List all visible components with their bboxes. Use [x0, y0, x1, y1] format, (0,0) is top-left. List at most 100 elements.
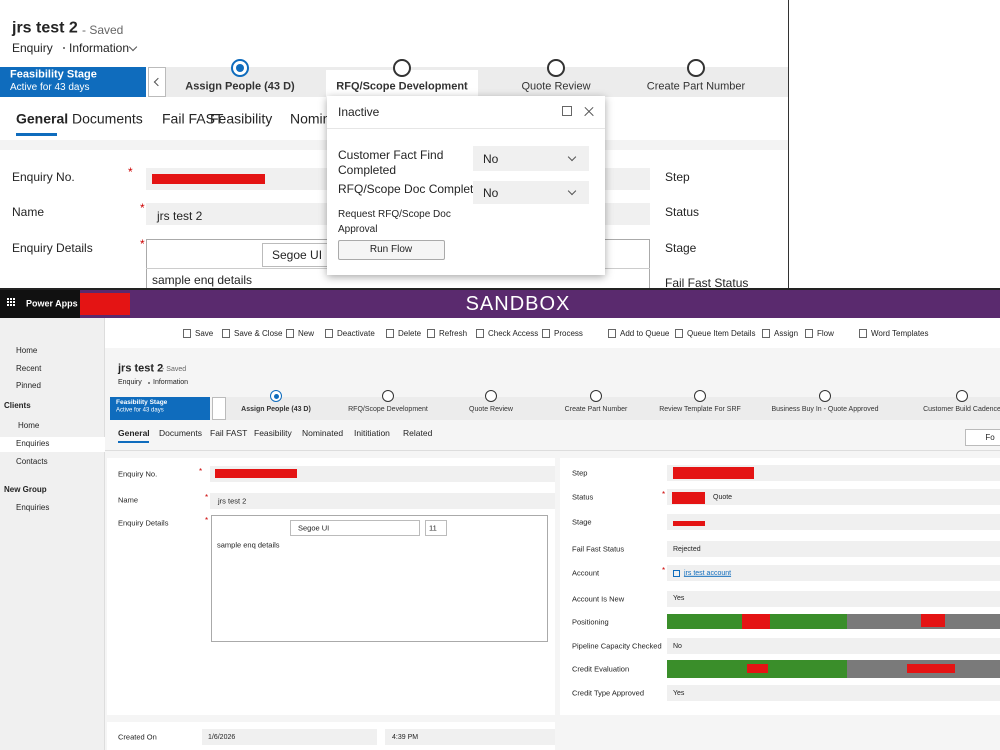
step-label[interactable]: Quote Review	[521, 80, 591, 93]
collapse-button[interactable]	[148, 67, 166, 97]
input	[202, 729, 377, 745]
step-circle[interactable]	[382, 390, 394, 402]
command-icon	[805, 329, 813, 338]
command-icon	[183, 329, 191, 338]
input	[667, 565, 1000, 581]
redaction	[907, 664, 955, 673]
step-circle[interactable]	[547, 59, 565, 77]
step-label[interactable]: Customer Build Cadence	[923, 405, 1000, 413]
command[interactable]: Queue Item Details	[687, 329, 756, 339]
step-circle[interactable]	[694, 390, 706, 402]
account-icon	[673, 570, 680, 577]
command[interactable]: Refresh	[439, 329, 468, 339]
command[interactable]: Delete	[398, 329, 422, 339]
field-label: Stage	[572, 517, 592, 527]
command[interactable]: Word Templates	[871, 329, 929, 339]
chevron	[128, 42, 138, 52]
step-label[interactable]: Create Part Number	[564, 405, 628, 413]
command[interactable]: Check Access	[488, 329, 539, 339]
redaction	[921, 614, 945, 627]
waffle-dot	[13, 304, 15, 306]
size-picker[interactable]	[425, 520, 447, 536]
expand-icon[interactable]	[562, 106, 572, 116]
nav-item[interactable]: Contacts	[16, 457, 48, 467]
step-circle[interactable]	[485, 390, 497, 402]
stage-duration: Active for 43 days	[116, 407, 164, 414]
command-icon	[675, 329, 683, 338]
required-mark: *	[140, 236, 145, 251]
step-label[interactable]: Assign People (43 D)	[241, 405, 311, 413]
nav-group: Clients	[4, 401, 31, 411]
step-circle[interactable]	[590, 390, 602, 402]
field-label: Stage	[665, 240, 697, 255]
command[interactable]: Flow	[817, 329, 834, 339]
font-name: Segoe UI	[272, 247, 323, 262]
tab[interactable]: Documents	[159, 427, 202, 438]
brand: Power Apps	[26, 298, 78, 309]
step-label[interactable]: Business Buy In - Quote Approved	[771, 405, 879, 413]
nav-item[interactable]: Pinned	[16, 381, 41, 391]
tab-underline	[118, 441, 149, 443]
nav-item[interactable]: Recent	[16, 364, 42, 374]
step-label[interactable]: RFQ/Scope Development	[336, 80, 468, 93]
step-circle[interactable]	[393, 59, 411, 77]
run-flow-button[interactable]	[338, 240, 445, 260]
command[interactable]: Save	[195, 329, 214, 339]
step-label[interactable]: Assign People (43 D)	[185, 80, 295, 93]
field-value: Quote	[713, 493, 733, 501]
input	[667, 638, 1000, 654]
field-value: jrs test 2	[157, 208, 203, 223]
command[interactable]: Deactivate	[337, 329, 375, 339]
step-label[interactable]: RFQ/Scope Development	[348, 405, 428, 413]
nav-item[interactable]: Home	[16, 346, 38, 356]
nav-item[interactable]: Enquiries	[16, 439, 50, 449]
form-selector[interactable]: Information	[153, 378, 189, 386]
field-value: No	[673, 642, 682, 650]
form-selector[interactable]: Information	[69, 40, 130, 55]
command-icon	[286, 329, 294, 338]
step-circle[interactable]	[819, 390, 831, 402]
required-mark: *	[205, 516, 209, 526]
nav-item[interactable]: Enquiries	[16, 503, 50, 513]
tab[interactable]: Feasibility	[210, 110, 273, 127]
flyout-title: Inactive	[338, 104, 380, 119]
record-title: jrs test 2	[12, 19, 78, 37]
required-mark: *	[199, 467, 203, 477]
command[interactable]: Add to Queue	[620, 329, 670, 339]
command[interactable]: New	[298, 329, 315, 339]
rich-editor	[211, 515, 548, 642]
tab[interactable]: Nominated	[302, 427, 344, 438]
tab[interactable]: Fail FAST	[162, 110, 224, 127]
command[interactable]: Process	[554, 329, 583, 339]
lookup-link[interactable]: jrs test account	[684, 569, 732, 577]
field-label: Created On	[118, 732, 157, 742]
command[interactable]: Assign	[774, 329, 799, 339]
tab[interactable]: Documents	[72, 110, 143, 127]
collapse-button[interactable]	[212, 397, 226, 420]
tab[interactable]: Fail FAST	[210, 427, 248, 438]
command[interactable]: Save & Close	[234, 329, 283, 339]
dropdown[interactable]	[473, 146, 589, 171]
form-button[interactable]	[965, 429, 1000, 446]
stage-name: Feasibility Stage	[116, 399, 168, 407]
font-picker[interactable]	[290, 520, 420, 536]
tab[interactable]: Inititiation	[354, 427, 390, 438]
step-circle[interactable]	[687, 59, 705, 77]
step-label[interactable]: Quote Review	[469, 405, 513, 413]
dropdown-value: No	[483, 185, 499, 200]
redaction	[672, 492, 705, 504]
tab[interactable]: Feasibility	[254, 427, 292, 438]
dropdown[interactable]	[473, 181, 589, 204]
step-label[interactable]: Review Template For SRF	[659, 405, 741, 413]
step-label[interactable]: Create Part Number	[646, 80, 746, 93]
field-label: Status	[572, 492, 594, 502]
command-icon	[542, 329, 550, 338]
tab[interactable]: Related	[403, 427, 433, 438]
command-icon	[427, 329, 435, 338]
tab[interactable]: General	[16, 110, 69, 127]
tab[interactable]: General	[118, 427, 150, 438]
field-label: Name	[118, 495, 139, 505]
step-circle[interactable]	[956, 390, 968, 402]
nav-item[interactable]: Home	[18, 421, 40, 431]
